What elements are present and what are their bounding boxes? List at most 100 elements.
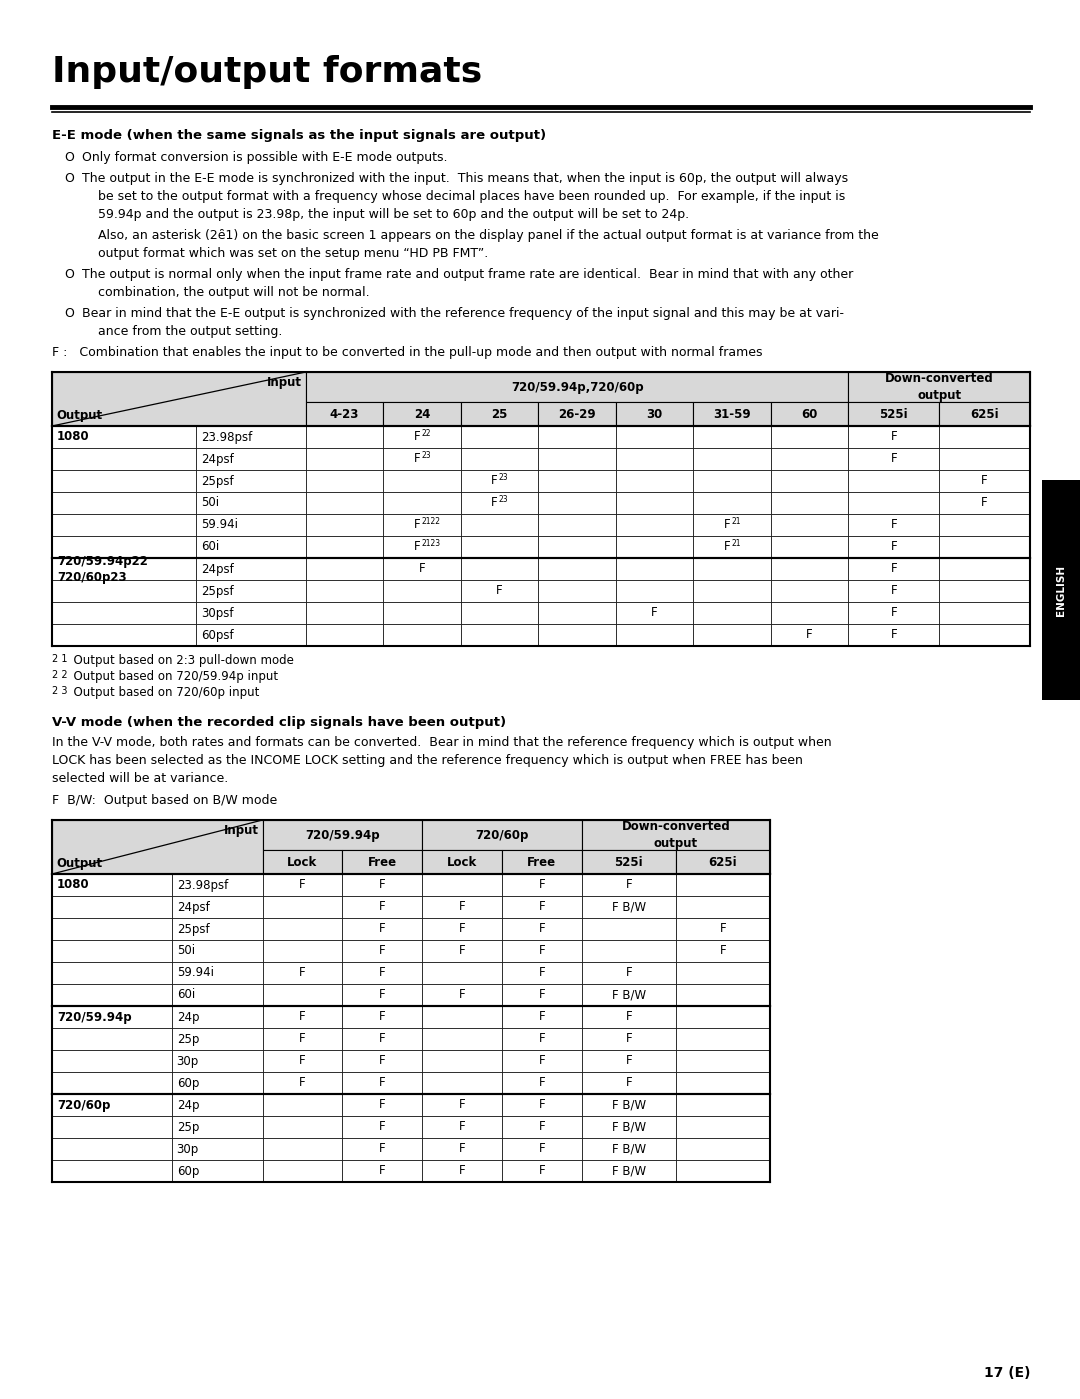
Text: 2 2: 2 2 xyxy=(52,670,68,680)
Bar xyxy=(676,918,770,940)
Bar xyxy=(848,470,940,492)
Text: combination, the output will not be normal.: combination, the output will not be norm… xyxy=(98,285,369,299)
Bar xyxy=(582,963,676,983)
Text: F :   Combination that enables the input to be converted in the pull-up mode and: F : Combination that enables the input t… xyxy=(52,346,762,360)
Bar xyxy=(940,492,1030,513)
Bar xyxy=(52,983,172,1006)
Bar xyxy=(383,513,461,536)
Bar xyxy=(538,558,616,581)
Bar xyxy=(383,448,461,470)
Bar xyxy=(582,918,676,940)
Text: 720/59.94p: 720/59.94p xyxy=(305,828,379,842)
Text: 2 3: 2 3 xyxy=(52,686,67,695)
Text: F: F xyxy=(299,1032,306,1045)
Text: F: F xyxy=(890,519,897,532)
Bar xyxy=(676,1051,770,1072)
Text: 26-29: 26-29 xyxy=(558,407,596,421)
Text: Input: Input xyxy=(224,824,258,837)
Bar xyxy=(262,983,342,1006)
Bar xyxy=(262,1072,342,1094)
Text: F: F xyxy=(890,562,897,575)
Bar xyxy=(383,492,461,513)
Text: O: O xyxy=(64,151,73,164)
Text: F: F xyxy=(379,1143,386,1156)
Text: F: F xyxy=(982,474,988,487)
Bar xyxy=(306,536,383,558)
Text: F: F xyxy=(459,1121,465,1133)
Text: F: F xyxy=(491,474,498,487)
Bar xyxy=(616,448,693,470)
Text: F B/W: F B/W xyxy=(611,1098,646,1111)
Bar xyxy=(172,963,262,983)
Text: The output in the E-E mode is synchronized with the input.  This means that, whe: The output in the E-E mode is synchroniz… xyxy=(82,172,848,185)
Text: 25psf: 25psf xyxy=(201,474,234,487)
Bar xyxy=(771,492,848,513)
Text: F: F xyxy=(539,879,545,891)
Bar xyxy=(52,470,197,492)
Text: 23: 23 xyxy=(499,473,509,481)
Text: In the V-V mode, both rates and formats can be converted.  Bear in mind that the: In the V-V mode, both rates and formats … xyxy=(52,736,832,748)
Bar xyxy=(940,558,1030,581)
Bar xyxy=(262,1051,342,1072)
Bar xyxy=(306,470,383,492)
Text: 50i: 50i xyxy=(201,497,219,509)
Bar xyxy=(848,492,940,513)
Bar xyxy=(306,602,383,624)
Bar xyxy=(197,513,306,536)
Bar xyxy=(940,513,1030,536)
Bar xyxy=(538,492,616,513)
Bar xyxy=(461,402,538,427)
Bar xyxy=(52,1137,172,1160)
Text: F: F xyxy=(379,922,386,936)
Text: F: F xyxy=(414,540,420,554)
Bar xyxy=(262,1160,342,1182)
Bar xyxy=(502,940,582,963)
Text: F: F xyxy=(459,922,465,936)
Text: 24psf: 24psf xyxy=(177,901,210,914)
Bar xyxy=(52,536,197,558)
Bar xyxy=(502,963,582,983)
Bar xyxy=(262,940,342,963)
Text: F: F xyxy=(890,628,897,642)
Text: F: F xyxy=(625,1032,632,1045)
Bar xyxy=(502,1006,582,1028)
Text: 1080: 1080 xyxy=(57,431,90,443)
Text: F: F xyxy=(379,1164,386,1178)
Bar xyxy=(771,624,848,646)
Text: F: F xyxy=(379,1098,386,1111)
Bar xyxy=(172,1006,262,1028)
Bar xyxy=(693,536,771,558)
Text: F: F xyxy=(379,901,386,914)
Text: F: F xyxy=(890,585,897,597)
Bar xyxy=(582,1006,676,1028)
Bar xyxy=(693,513,771,536)
Bar xyxy=(52,1094,172,1116)
Text: 2122: 2122 xyxy=(421,516,440,526)
Bar xyxy=(676,940,770,963)
Bar xyxy=(262,1028,342,1051)
Bar xyxy=(582,1028,676,1051)
Text: 59.94p and the output is 23.98p, the input will be set to 60p and the output wil: 59.94p and the output is 23.98p, the inp… xyxy=(98,208,689,221)
Bar xyxy=(342,918,422,940)
Text: 2 1: 2 1 xyxy=(52,653,67,665)
Text: 60p: 60p xyxy=(177,1164,199,1178)
Text: Free: Free xyxy=(527,856,556,869)
Bar xyxy=(52,513,197,536)
Bar xyxy=(502,1051,582,1072)
Text: F: F xyxy=(379,967,386,979)
Text: F: F xyxy=(299,1010,306,1024)
Bar xyxy=(52,624,197,646)
Text: F: F xyxy=(807,628,813,642)
Bar xyxy=(940,402,1030,427)
Bar xyxy=(848,602,940,624)
Text: F: F xyxy=(379,989,386,1002)
Bar xyxy=(172,1051,262,1072)
Bar xyxy=(676,983,770,1006)
Text: F: F xyxy=(459,989,465,1002)
Bar xyxy=(461,492,538,513)
Text: 23.98psf: 23.98psf xyxy=(177,879,228,891)
Bar xyxy=(422,1160,502,1182)
Bar xyxy=(383,470,461,492)
Text: 17 (E): 17 (E) xyxy=(984,1365,1030,1379)
Text: F: F xyxy=(539,901,545,914)
